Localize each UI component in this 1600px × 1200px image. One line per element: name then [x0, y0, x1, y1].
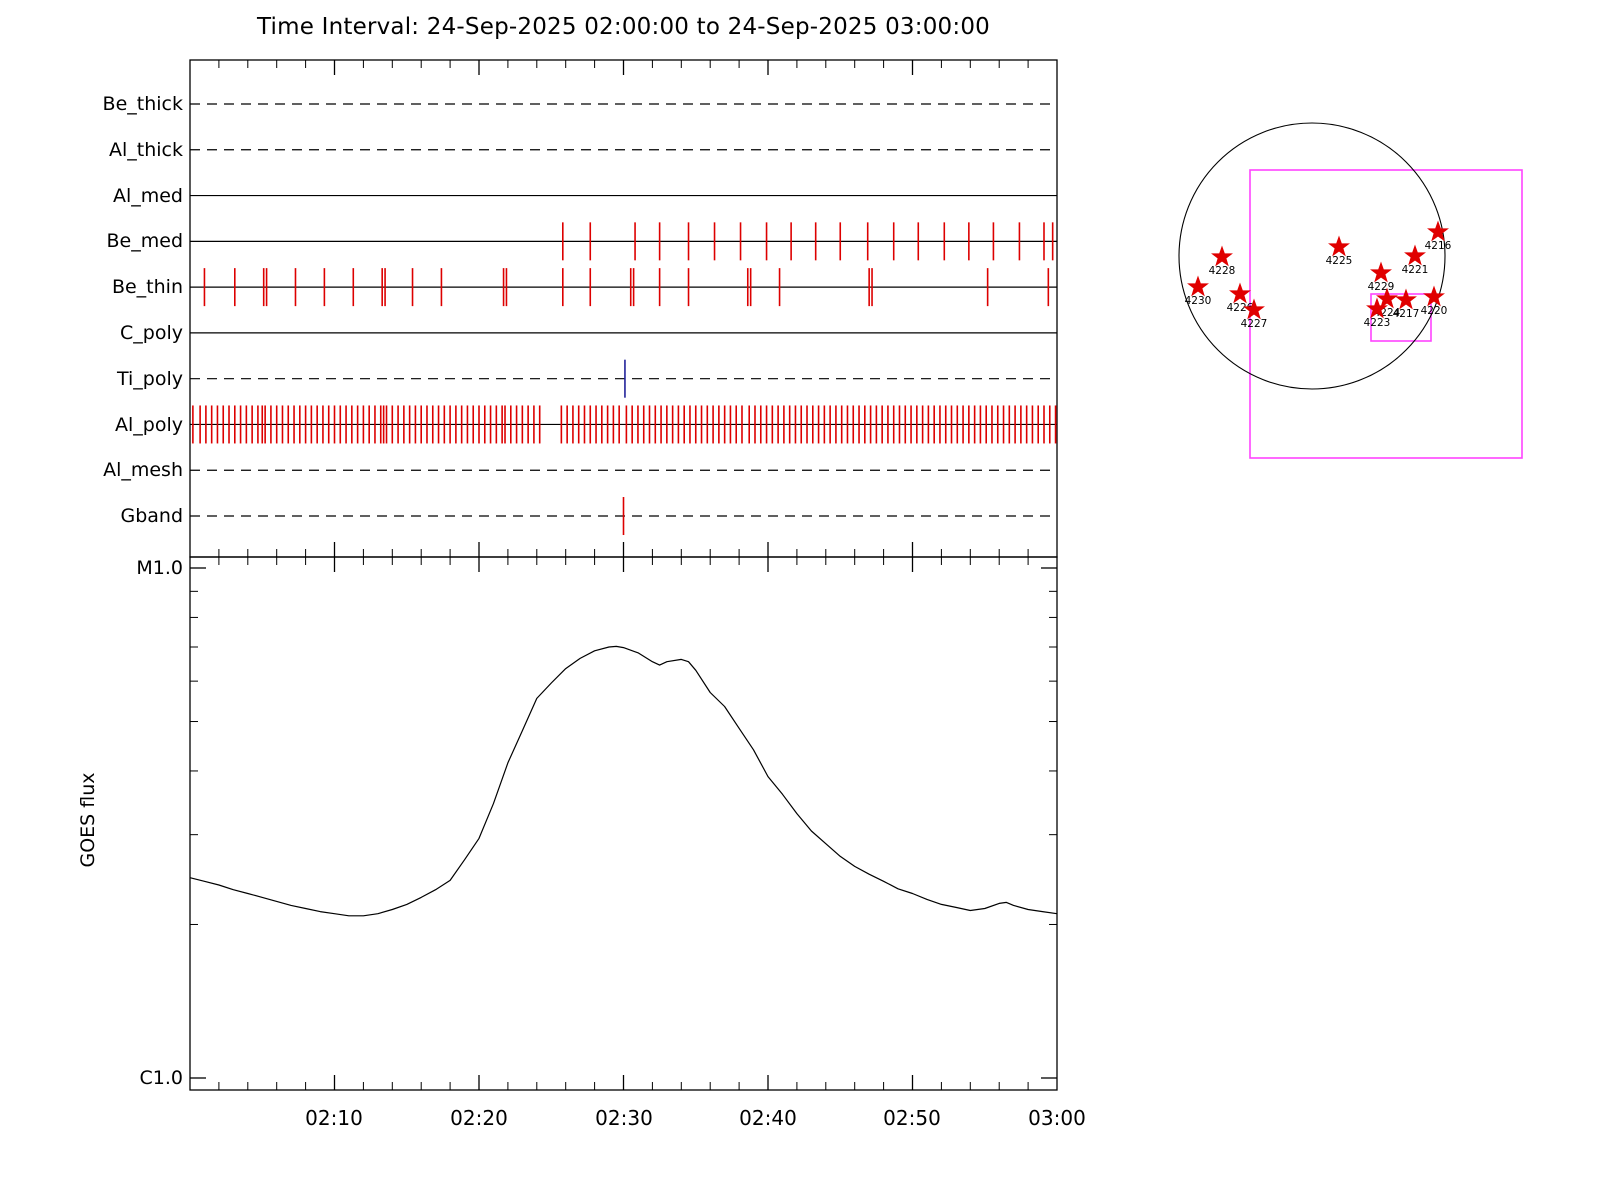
active-region-label: 4217 — [1393, 308, 1420, 320]
active-region-star — [1211, 245, 1233, 267]
active-region-star — [1423, 285, 1445, 307]
active-region-label: 4221 — [1402, 264, 1429, 276]
active-region-label: 4230 — [1185, 295, 1212, 307]
active-region-label: 4223 — [1364, 317, 1391, 329]
goes-ymax-label: M1.0 — [136, 557, 183, 579]
channel-label-al-poly: Al_poly — [115, 414, 183, 436]
active-region-label: 4225 — [1326, 255, 1353, 267]
channel-label-c-poly: C_poly — [120, 322, 183, 344]
active-region-label: 4229 — [1368, 281, 1395, 293]
active-region-label: 4228 — [1209, 265, 1236, 277]
x-tick-label-0250: 02:50 — [883, 1106, 941, 1130]
channel-label-be-med: Be_med — [106, 230, 183, 252]
active-region-star — [1427, 220, 1449, 242]
active-region-label: 4227 — [1241, 318, 1268, 330]
channel-label-al-mesh: Al_mesh — [103, 459, 183, 481]
active-region-star — [1376, 287, 1398, 309]
active-region-star — [1404, 244, 1426, 266]
channel-label-al-thick: Al_thick — [109, 139, 183, 161]
active-region-star — [1229, 282, 1251, 304]
goes-flux-curve — [189, 645, 1058, 917]
solar-limb-circle — [1178, 122, 1446, 390]
goes-axis-title: GOES flux — [77, 772, 99, 868]
channel-label-ti-poly: Ti_poly — [116, 368, 183, 390]
goes-flux-panel — [189, 556, 1058, 1091]
figure-title: Time Interval: 24-Sep-2025 02:00:00 to 2… — [257, 14, 990, 40]
active-region-star — [1366, 297, 1388, 319]
active-region-star — [1187, 275, 1209, 297]
channel-label-gband: Gband — [120, 505, 183, 527]
channel-label-be-thick: Be_thick — [102, 93, 183, 115]
active-region-star — [1370, 261, 1392, 283]
x-tick-label-0300: 03:00 — [1028, 1106, 1086, 1130]
x-tick-label-0240: 02:40 — [739, 1106, 797, 1130]
goes-ymin-label: C1.0 — [139, 1067, 183, 1089]
active-region-star — [1328, 235, 1350, 257]
active-region-label: 4216 — [1425, 240, 1452, 252]
active-region-label: 4226 — [1227, 302, 1254, 314]
channel-label-al-med: Al_med — [112, 185, 183, 207]
solar-disk-map: 4216422142254228423042264227422942244217… — [1178, 122, 1523, 459]
x-tick-label-0220: 02:20 — [450, 1106, 508, 1130]
channel-label-be-thin: Be_thin — [111, 276, 183, 298]
filter-timeline-panel — [189, 59, 1058, 558]
x-tick-label-0210: 02:10 — [305, 1106, 363, 1130]
x-tick-label-0230: 02:30 — [595, 1106, 653, 1130]
active-region-label: 4220 — [1421, 305, 1448, 317]
active-region-star — [1243, 298, 1265, 320]
active-region-star — [1395, 288, 1417, 310]
